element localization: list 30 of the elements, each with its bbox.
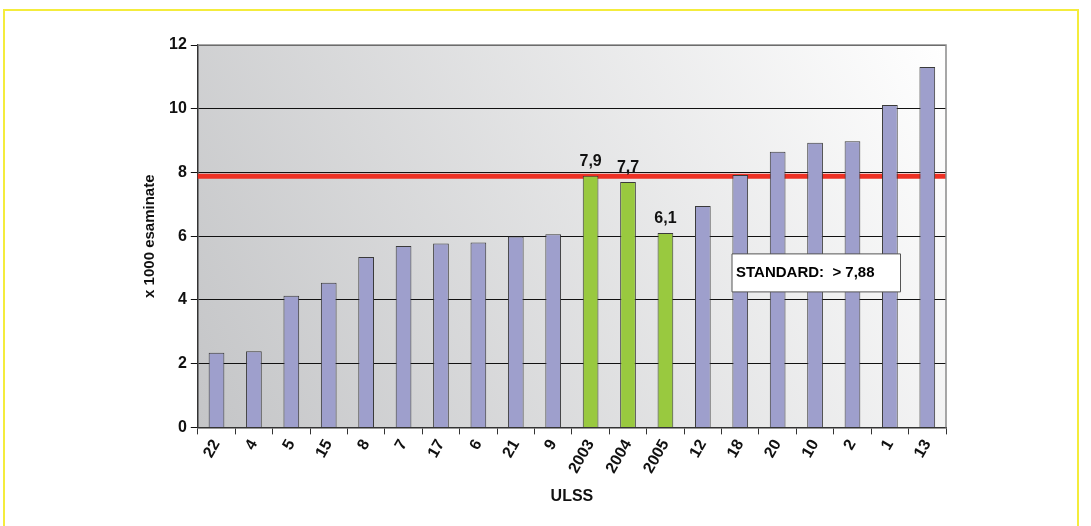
data-label: 7,7 [616,158,640,176]
y-tick-label: 12 [169,35,187,53]
x-tick-label: 18 [723,436,747,461]
y-tick-label: 4 [177,290,187,308]
x-tick-label: 6 [465,436,485,453]
y-tick-label: 0 [177,417,187,435]
annotation: STANDARD: > 7,88 [736,263,875,281]
x-tick-label: 2 [839,436,859,453]
x-tick-label: 10 [797,436,822,461]
x-tick-label: 17 [423,436,448,461]
x-tick-label: 12 [685,436,710,461]
x-tick-label: 15 [311,436,336,461]
y-tick-label: 2 [177,354,187,372]
data-label: 7,9 [579,152,602,170]
y-tick-label: 6 [177,226,187,244]
y-axis-title: x 1000 esaminate [140,174,158,298]
data-label: 6,1 [654,209,677,227]
x-tick-label: 9 [540,436,560,453]
x-tick-label: 20 [760,436,785,461]
x-tick-label: 8 [353,436,373,453]
x-tick-label: 13 [910,436,934,461]
x-tick-label: 7 [390,436,411,453]
x-tick-label: 5 [278,436,298,453]
x-tick-label: 22 [199,436,223,461]
y-tick-label: 10 [169,99,187,117]
x-tick-label: 4 [241,436,261,453]
y-tick-label: 8 [177,162,187,180]
x-tick-label: 1 [877,436,897,453]
x-tick-label: 21 [498,436,523,461]
x-axis-title: ULSS [550,486,594,504]
